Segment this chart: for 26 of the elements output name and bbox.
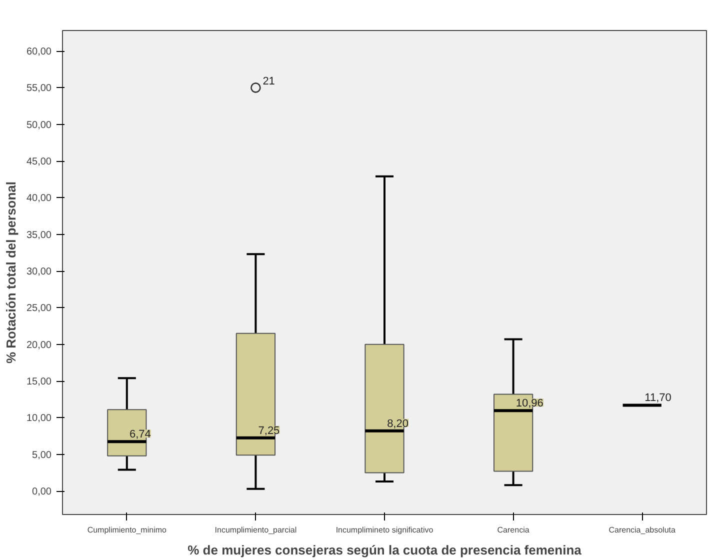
annotation: 6,74 (129, 428, 151, 441)
y-tick-label: 10,00 (26, 413, 52, 424)
y-axis-title: % Rotación total del personal (3, 181, 18, 364)
y-tick-label: 55,00 (26, 83, 52, 94)
y-tick-label: 0,00 (32, 486, 52, 498)
annotation: 21 (262, 76, 275, 88)
y-tick-label: 45,00 (26, 156, 52, 168)
annotation: 7,25 (258, 424, 280, 437)
y-tick-label: 30,00 (26, 266, 52, 278)
y-tick-label: 20,00 (26, 340, 52, 351)
x-tick-label: Incumplimineto significativo (336, 526, 434, 534)
y-tick-label: 35,00 (26, 230, 52, 241)
x-tick-label: Carencia_absoluta (608, 526, 676, 534)
y-tick-label: 15,00 (26, 376, 52, 388)
y-tick-label: 25,00 (26, 303, 52, 314)
y-tick-label: 5,00 (32, 450, 52, 461)
annotation: 11,70 (644, 392, 672, 404)
y-tick-label: 50,00 (26, 120, 52, 131)
x-axis-title: % de mujeres consejeras según la cuota de presencia femenina (188, 542, 582, 558)
x-tick-label: Cumplimiento_minimo (87, 526, 168, 534)
x-tick-label: Carencia (497, 526, 530, 534)
y-tick-label: 40,00 (26, 193, 52, 204)
x-tick-label: Incumplimiento_parcial (214, 526, 297, 534)
y-tick-label: 60,00 (26, 46, 52, 58)
annotation: 10,96 (516, 398, 544, 410)
annotation: 8,20 (387, 418, 408, 430)
